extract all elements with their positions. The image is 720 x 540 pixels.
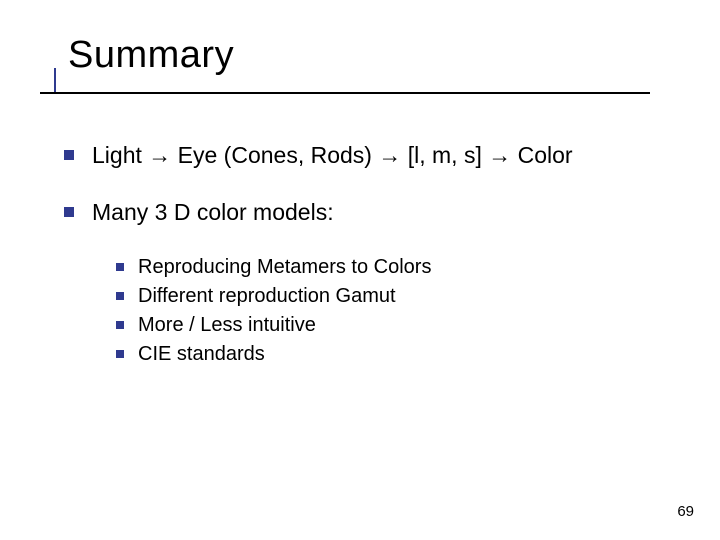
list-item: CIE standards	[116, 341, 664, 368]
title-tick	[54, 68, 56, 92]
list-item: Light → Eye (Cones, Rods) → [l, m, s] → …	[64, 140, 664, 171]
bullet-text: Reproducing Metamers to Colors	[138, 254, 431, 281]
bullet-text: Many 3 D color models:	[92, 197, 334, 228]
bullet-text: Light → Eye (Cones, Rods) → [l, m, s] → …	[92, 140, 573, 171]
square-bullet-icon	[64, 207, 74, 217]
square-bullet-icon	[116, 321, 124, 329]
square-bullet-icon	[116, 350, 124, 358]
bullet-text: More / Less intuitive	[138, 312, 316, 339]
list-item: More / Less intuitive	[116, 312, 664, 339]
square-bullet-icon	[116, 263, 124, 271]
slide: Summary Light → Eye (Cones, Rods) → [l, …	[0, 0, 720, 540]
bullet-text: Different reproduction Gamut	[138, 283, 396, 310]
list-item: Different reproduction Gamut	[116, 283, 664, 310]
sublist: Reproducing Metamers to Colors Different…	[116, 254, 664, 368]
title-underline	[40, 92, 650, 94]
square-bullet-icon	[64, 150, 74, 160]
list-item: Reproducing Metamers to Colors	[116, 254, 664, 281]
bullet-text: CIE standards	[138, 341, 265, 368]
title-wrap: Summary	[68, 34, 234, 77]
list-item: Many 3 D color models:	[64, 197, 664, 228]
page-number: 69	[677, 503, 694, 520]
square-bullet-icon	[116, 292, 124, 300]
slide-body: Light → Eye (Cones, Rods) → [l, m, s] → …	[64, 120, 664, 370]
slide-title: Summary	[68, 34, 234, 77]
